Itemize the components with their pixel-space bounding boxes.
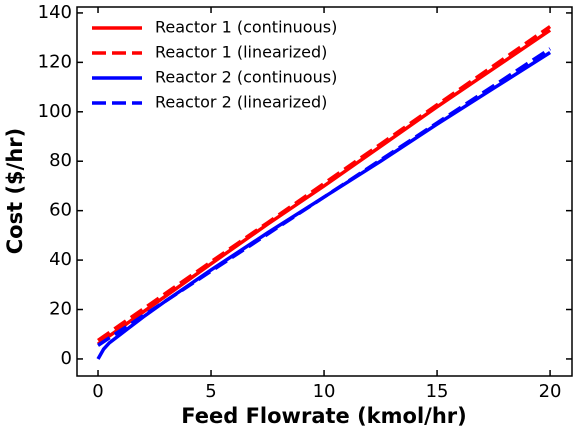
x-tick-label: 10	[313, 381, 336, 402]
y-tick-label: 80	[49, 150, 72, 171]
series-line	[97, 47, 552, 347]
y-tick-label: 60	[49, 200, 72, 221]
y-tick-label: 100	[38, 101, 72, 122]
legend-label: Reactor 2 (linearized)	[155, 93, 327, 112]
legend-label: Reactor 1 (continuous)	[155, 18, 337, 37]
series-line	[97, 25, 552, 342]
x-tick-label: 20	[539, 381, 562, 402]
y-tick-label: 120	[38, 51, 72, 72]
y-tick-label: 0	[61, 348, 72, 369]
x-tick-label: 0	[92, 381, 103, 402]
y-tick-label: 40	[49, 249, 72, 270]
legend-label: Reactor 2 (continuous)	[155, 68, 337, 87]
y-axis-label: Cost ($/hr)	[3, 128, 27, 254]
legend-label: Reactor 1 (linearized)	[155, 43, 327, 62]
x-axis-label: Feed Flowrate (kmol/hr)	[181, 404, 466, 428]
x-tick-label: 15	[426, 381, 449, 402]
x-tick-label: 5	[205, 381, 216, 402]
y-tick-label: 140	[38, 2, 72, 23]
y-tick-label: 20	[49, 299, 72, 320]
